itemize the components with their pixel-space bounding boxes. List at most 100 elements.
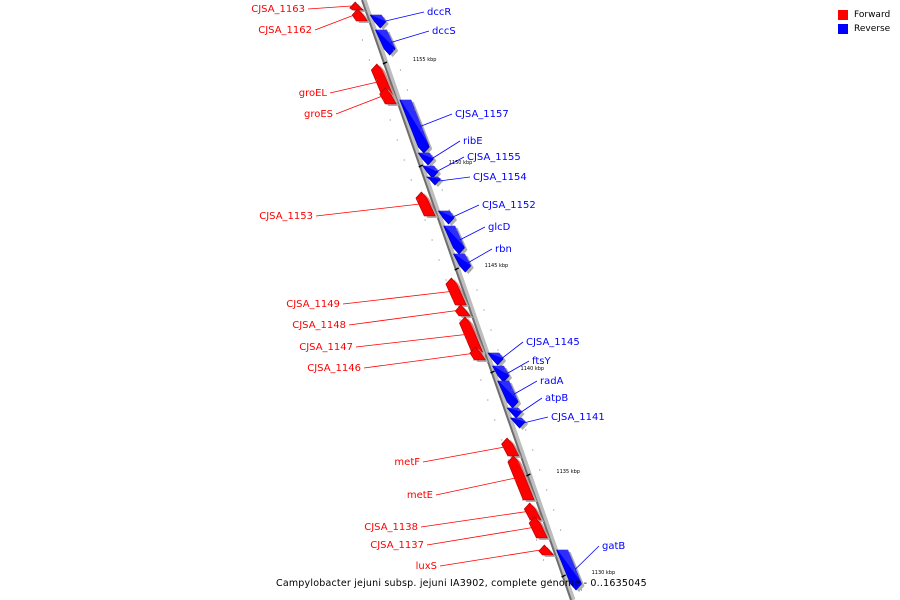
gene-label[interactable]: CJSA_1163 bbox=[251, 4, 305, 15]
leader-line bbox=[422, 446, 505, 463]
gene-CJSA_1147[interactable] bbox=[459, 316, 486, 354]
leader-line bbox=[435, 156, 465, 173]
gene-highlight bbox=[359, 9, 370, 21]
leader-line bbox=[329, 81, 378, 94]
gene-highlight bbox=[376, 30, 397, 49]
gene-highlight bbox=[515, 456, 537, 500]
leader-line bbox=[315, 203, 421, 217]
gene-CJSA_1162[interactable] bbox=[351, 8, 371, 23]
leader-line bbox=[335, 95, 383, 115]
gene-highlight bbox=[557, 550, 583, 584]
gene-label[interactable]: CJSA_1137 bbox=[370, 540, 424, 551]
gene-highlight bbox=[444, 226, 466, 248]
gene-CJSA_1148[interactable] bbox=[454, 304, 474, 318]
gene-label[interactable]: dccS bbox=[432, 26, 456, 37]
backbone-shadow bbox=[361, 0, 576, 600]
gene-label[interactable]: CJSA_1146 bbox=[307, 363, 361, 374]
gene-CJSA_1152[interactable] bbox=[437, 210, 458, 226]
gene-arrow bbox=[351, 8, 368, 22]
leader-line bbox=[506, 360, 530, 375]
legend: Forward Reverse bbox=[838, 8, 890, 36]
gene-CJSA_1153[interactable] bbox=[415, 191, 439, 218]
leader-line bbox=[390, 30, 430, 43]
gene-arrow bbox=[415, 191, 436, 217]
gene-luxS[interactable] bbox=[538, 544, 557, 557]
gene-highlight bbox=[454, 254, 472, 266]
gene-glcD[interactable] bbox=[443, 225, 468, 256]
gene-metF[interactable] bbox=[501, 437, 522, 458]
gene-highlight bbox=[378, 64, 397, 100]
gene-label[interactable]: groES bbox=[304, 109, 333, 120]
gene-highlight bbox=[427, 177, 442, 179]
gene-dccS[interactable] bbox=[374, 29, 399, 57]
gene-label[interactable]: CJSA_1145 bbox=[526, 337, 580, 348]
gene-label[interactable]: CJSA_1138 bbox=[364, 522, 418, 533]
gene-label[interactable]: glcD bbox=[488, 222, 511, 233]
gene-highlight bbox=[419, 153, 435, 159]
gene-label[interactable]: CJSA_1162 bbox=[258, 25, 312, 36]
gene-label[interactable]: CJSA_1141 bbox=[551, 412, 605, 423]
gene-label[interactable]: luxS bbox=[416, 561, 437, 572]
leader-line bbox=[513, 380, 538, 395]
gene-groES[interactable] bbox=[379, 87, 400, 106]
leader-line bbox=[348, 310, 458, 326]
gene-arrow bbox=[349, 1, 365, 11]
major-tick bbox=[526, 473, 531, 477]
gene-label[interactable]: CJSA_1157 bbox=[455, 109, 509, 120]
gene-label[interactable]: radA bbox=[540, 376, 564, 387]
gene-label[interactable]: CJSA_1152 bbox=[482, 200, 536, 211]
gene-rbn[interactable] bbox=[452, 253, 474, 274]
gene-highlight bbox=[509, 438, 521, 456]
leader-line bbox=[307, 5, 352, 10]
leader-line bbox=[574, 545, 600, 571]
gene-label[interactable]: dccR bbox=[427, 7, 451, 18]
gene-metE[interactable] bbox=[507, 455, 538, 502]
gene-label[interactable]: metF bbox=[394, 457, 420, 468]
gene-label[interactable]: groEL bbox=[299, 88, 328, 99]
scale-label: 1155 kbp bbox=[413, 57, 437, 63]
leader-line bbox=[500, 341, 524, 360]
leader-line bbox=[431, 140, 461, 160]
gene-CJSA_1146[interactable] bbox=[469, 346, 489, 362]
gene-atpB[interactable] bbox=[506, 407, 525, 420]
gene-arrow bbox=[454, 304, 471, 317]
gene-label[interactable]: CJSA_1148 bbox=[292, 320, 346, 331]
gene-arrow bbox=[469, 346, 486, 361]
leader-line bbox=[342, 291, 451, 305]
gene-highlight bbox=[453, 278, 469, 305]
gene-label[interactable]: CJSA_1155 bbox=[467, 152, 521, 163]
gene-label[interactable]: CJSA_1149 bbox=[286, 299, 340, 310]
gene-arrow bbox=[538, 544, 554, 556]
gene-label[interactable]: ribE bbox=[463, 136, 483, 147]
gene-label[interactable]: CJSA_1153 bbox=[259, 211, 313, 222]
gene-label[interactable]: CJSA_1147 bbox=[299, 342, 353, 353]
leader-line bbox=[438, 176, 471, 182]
legend-reverse-label: Reverse bbox=[854, 24, 891, 34]
gene-CJSA_1137[interactable] bbox=[528, 516, 551, 540]
gene-gatB[interactable] bbox=[556, 549, 585, 592]
gene-label[interactable]: metE bbox=[407, 490, 433, 501]
gene-highlight bbox=[536, 517, 550, 538]
leader-line bbox=[314, 14, 355, 31]
gene-label[interactable]: gatB bbox=[602, 541, 625, 552]
leader-line bbox=[363, 353, 473, 369]
gene-highlight bbox=[477, 347, 488, 360]
gene-label[interactable]: CJSA_1154 bbox=[473, 172, 527, 183]
gene-highlight bbox=[357, 2, 366, 10]
leader-line bbox=[435, 477, 516, 496]
gene-dccR[interactable] bbox=[369, 14, 389, 30]
gene-label[interactable]: ftsY bbox=[532, 356, 551, 367]
leader-line bbox=[355, 334, 466, 348]
gene-label[interactable]: rbn bbox=[495, 244, 512, 255]
major-tick bbox=[490, 370, 495, 374]
gene-label[interactable]: atpB bbox=[545, 393, 568, 404]
backbone-line bbox=[361, 0, 572, 600]
gene-highlight bbox=[466, 317, 485, 352]
leader-line bbox=[451, 204, 480, 218]
gene-highlight bbox=[387, 88, 399, 104]
gene-radA[interactable] bbox=[497, 380, 522, 410]
gene-CJSA_1157[interactable] bbox=[399, 99, 433, 155]
major-tick bbox=[418, 164, 424, 168]
gene-highlight bbox=[511, 418, 527, 422]
